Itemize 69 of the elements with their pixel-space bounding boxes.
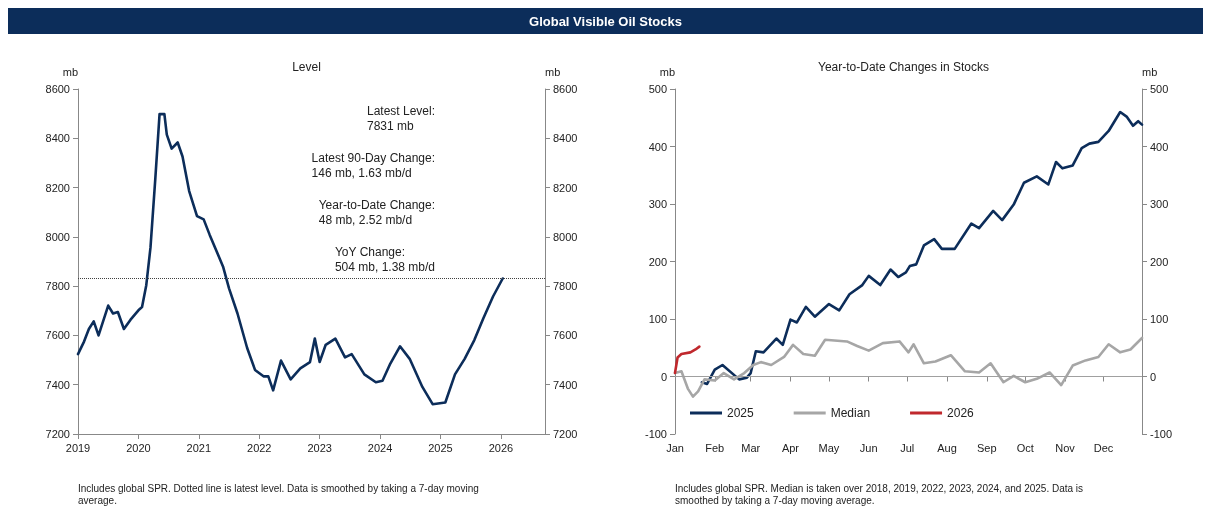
y2-tick-label: 8600 xyxy=(553,83,578,95)
y2-axis-title: mb xyxy=(1142,65,1158,78)
y-tick-label: 8000 xyxy=(45,230,70,243)
y-tick-label: 500 xyxy=(648,83,667,95)
annotation: YoY Change: 504 mb, 1.38 mb/d xyxy=(334,244,435,274)
y-tick-label: 7400 xyxy=(45,378,70,391)
y-tick-label: 7600 xyxy=(45,329,70,342)
x-tick-label: 2019 xyxy=(65,441,91,454)
y2-tick-label: 400 xyxy=(1150,140,1169,153)
text: Global Visible Oil Stocks xyxy=(8,8,1203,34)
y-tick-label: 7200 xyxy=(45,428,70,440)
y-tick-label: 0 xyxy=(660,370,667,383)
y-tick-label: 8600 xyxy=(45,83,70,95)
y2-axis-title: mb xyxy=(545,65,561,78)
y-tick-label: 300 xyxy=(648,198,667,210)
y2-tick-label: 0 xyxy=(1150,370,1157,383)
legend-label: 2025 xyxy=(727,406,755,420)
x-tick-label: Dec xyxy=(1093,441,1114,454)
y2-tick-label: 7600 xyxy=(553,329,578,342)
y2-tick-label: 7400 xyxy=(553,378,578,391)
y2-tick-label: 300 xyxy=(1150,198,1169,210)
x-tick-label: Feb xyxy=(705,441,725,454)
x-tick-label: 2022 xyxy=(247,441,272,454)
x-tick-label: 2020 xyxy=(126,441,151,454)
y2-tick-label: 500 xyxy=(1150,83,1169,95)
x-tick-label: Aug xyxy=(937,441,957,454)
x-tick-label: 2024 xyxy=(367,441,393,454)
legend-label: 2026 xyxy=(947,406,975,420)
chart-title: Year-to-Date Changes in Stocks xyxy=(818,60,989,74)
y-axis-title: mb xyxy=(62,65,78,78)
line-series xyxy=(673,345,701,375)
y2-tick-label: 7800 xyxy=(553,280,578,293)
line-series xyxy=(673,336,1144,398)
x-tick-label: 2025 xyxy=(428,441,453,454)
x-tick-label: Jul xyxy=(900,441,915,454)
y2-tick-label: 100 xyxy=(1150,313,1169,325)
y-tick-label: 8200 xyxy=(45,181,70,194)
y2-tick-label: 8400 xyxy=(553,132,578,145)
text: Includes global SPR. Dotted line is latest level. Data is smoothed by taking a 7-day moving average. xyxy=(78,482,482,506)
x-tick-label: Oct xyxy=(1016,441,1034,454)
x-tick-label: Nov xyxy=(1055,441,1076,454)
chart-title: Level xyxy=(292,60,321,74)
legend-label: Median xyxy=(830,406,871,420)
annotation: Year-to-Date Change: 48 mb, 2.52 mb/d xyxy=(318,197,435,227)
x-tick-label: Jan xyxy=(666,441,684,454)
x-tick-label: 2026 xyxy=(488,441,514,454)
x-tick-label: Jun xyxy=(859,441,878,454)
y-tick-label: -100 xyxy=(644,428,667,440)
annotation: Latest Level: 7831 mb xyxy=(366,103,435,133)
x-tick-label: Apr xyxy=(781,441,800,454)
y-tick-label: 200 xyxy=(648,255,667,268)
y-tick-label: 8400 xyxy=(45,132,70,145)
y-axis-title: mb xyxy=(659,65,675,78)
y-tick-label: 400 xyxy=(648,140,667,153)
y-tick-label: 100 xyxy=(648,313,667,325)
text: Includes global SPR. Median is taken over 2018, 2019, 2022, 2023, 2024, and 2025. Data is smoothed by taking a 7-day moving average. xyxy=(675,482,1086,506)
y2-tick-label: 200 xyxy=(1150,255,1169,268)
y-tick-label: 7800 xyxy=(45,280,70,293)
y2-tick-label: 7200 xyxy=(553,428,578,440)
line-series xyxy=(700,110,1144,386)
y2-tick-label: 8000 xyxy=(553,230,578,243)
x-tick-label: 2021 xyxy=(186,441,212,454)
y2-tick-label: 8200 xyxy=(553,181,578,194)
y2-tick-label: -100 xyxy=(1150,428,1173,440)
x-tick-label: Mar xyxy=(741,441,761,454)
annotation: Latest 90-Day Change: 146 mb, 1.63 mb/d xyxy=(311,150,436,180)
x-tick-label: May xyxy=(818,441,840,454)
x-tick-label: 2023 xyxy=(307,441,332,454)
x-tick-label: Sep xyxy=(976,441,997,454)
